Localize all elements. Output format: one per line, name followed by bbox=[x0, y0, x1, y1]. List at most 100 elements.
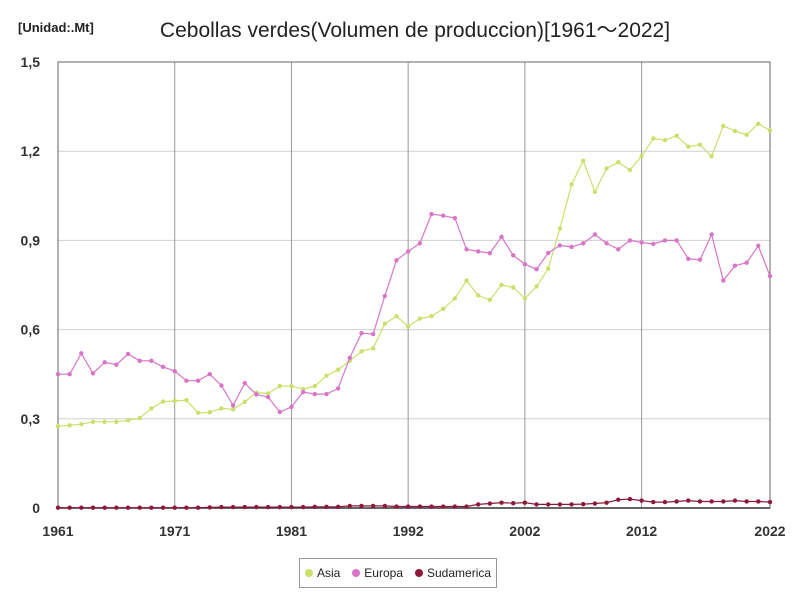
data-point-sudamerica bbox=[102, 505, 107, 510]
data-point-sudamerica bbox=[114, 505, 119, 510]
data-point-sudamerica bbox=[370, 503, 376, 509]
data-point-asia bbox=[242, 399, 247, 405]
data-point-sudamerica bbox=[709, 499, 714, 504]
data-point-europa bbox=[184, 378, 189, 383]
data-point-sudamerica bbox=[242, 504, 247, 510]
data-point-europa bbox=[522, 261, 528, 267]
legend-label-asia: Asia bbox=[316, 566, 341, 580]
data-point-europa bbox=[254, 392, 259, 397]
data-point-sudamerica bbox=[160, 505, 166, 510]
data-point-asia bbox=[417, 316, 423, 321]
data-point-asia bbox=[55, 424, 61, 429]
data-point-europa bbox=[382, 293, 388, 299]
data-point-sudamerica bbox=[417, 504, 423, 509]
data-point-sudamerica bbox=[697, 499, 703, 504]
y-tick-label: 0 bbox=[32, 500, 40, 516]
y-tick-label: 0,3 bbox=[21, 411, 41, 427]
data-point-sudamerica bbox=[300, 504, 306, 510]
legend-marker-europa bbox=[352, 569, 361, 577]
data-point-europa bbox=[511, 253, 516, 258]
data-point-asia bbox=[697, 142, 703, 147]
data-point-sudamerica bbox=[627, 496, 633, 502]
data-point-europa bbox=[662, 238, 668, 243]
data-point-asia bbox=[160, 399, 166, 404]
data-point-europa bbox=[370, 331, 376, 337]
data-point-asia bbox=[522, 296, 528, 301]
unit-label: [Unidad:.Mt] bbox=[18, 20, 94, 35]
data-point-asia bbox=[499, 282, 504, 288]
data-point-europa bbox=[744, 260, 749, 265]
data-point-asia bbox=[557, 226, 563, 231]
data-point-sudamerica bbox=[546, 502, 551, 507]
data-point-sudamerica bbox=[79, 505, 84, 510]
series-group bbox=[55, 121, 773, 510]
data-point-europa bbox=[732, 263, 738, 268]
data-point-europa bbox=[300, 389, 306, 395]
data-point-asia bbox=[756, 121, 761, 127]
data-point-asia bbox=[546, 266, 551, 271]
data-point-sudamerica bbox=[67, 505, 72, 510]
legend-item-sudamerica: Sudamerica bbox=[415, 566, 491, 580]
data-point-sudamerica bbox=[207, 505, 212, 510]
x-tick-label: 1992 bbox=[393, 523, 424, 539]
data-point-asia bbox=[149, 406, 154, 411]
data-point-asia bbox=[207, 410, 212, 415]
data-point-europa bbox=[114, 362, 119, 367]
data-point-europa bbox=[592, 232, 598, 237]
x-tick-label: 2012 bbox=[626, 523, 657, 539]
data-point-europa bbox=[405, 249, 411, 254]
data-point-sudamerica bbox=[581, 501, 586, 507]
data-point-asia bbox=[195, 410, 201, 416]
data-point-europa bbox=[440, 213, 446, 218]
data-point-europa bbox=[90, 371, 96, 376]
data-point-asia bbox=[405, 324, 411, 329]
data-point-asia bbox=[627, 167, 633, 173]
data-point-sudamerica bbox=[534, 502, 539, 507]
data-point-europa bbox=[102, 360, 107, 365]
legend-marker-sudamerica bbox=[415, 569, 423, 577]
series-sudamerica bbox=[55, 496, 773, 510]
data-point-sudamerica bbox=[511, 501, 516, 506]
series-line-europa bbox=[58, 213, 771, 413]
data-point-europa bbox=[242, 380, 247, 386]
data-point-asia bbox=[324, 373, 329, 378]
data-point-europa bbox=[475, 249, 481, 254]
series-line-asia bbox=[57, 123, 771, 427]
data-point-europa bbox=[721, 278, 726, 283]
data-point-asia bbox=[732, 128, 738, 134]
data-point-sudamerica bbox=[744, 499, 749, 504]
data-point-sudamerica bbox=[277, 504, 282, 510]
data-point-europa bbox=[359, 330, 364, 336]
data-point-asia bbox=[230, 407, 236, 412]
data-point-europa bbox=[651, 241, 656, 247]
data-point-asia bbox=[125, 418, 131, 423]
data-point-europa bbox=[289, 404, 294, 410]
data-point-asia bbox=[370, 346, 376, 351]
data-point-europa bbox=[265, 394, 271, 400]
data-point-europa bbox=[616, 247, 621, 252]
data-point-asia bbox=[289, 383, 294, 389]
data-point-asia bbox=[312, 383, 317, 389]
data-point-europa bbox=[604, 241, 609, 246]
data-point-asia bbox=[767, 128, 773, 133]
data-point-sudamerica bbox=[569, 502, 574, 507]
data-point-sudamerica bbox=[230, 504, 236, 510]
data-point-asia bbox=[452, 296, 458, 301]
data-point-europa bbox=[230, 403, 236, 408]
data-point-asia bbox=[79, 421, 84, 427]
data-point-asia bbox=[511, 285, 516, 290]
data-point-asia bbox=[487, 297, 493, 303]
data-point-sudamerica bbox=[767, 499, 773, 505]
data-point-asia bbox=[277, 383, 282, 389]
data-point-sudamerica bbox=[604, 500, 609, 505]
data-point-asia bbox=[721, 123, 726, 129]
x-tick-label: 1971 bbox=[159, 523, 190, 539]
data-point-asia bbox=[534, 284, 539, 289]
data-point-sudamerica bbox=[522, 500, 528, 505]
data-point-europa bbox=[534, 267, 539, 272]
data-point-sudamerica bbox=[639, 498, 644, 503]
data-point-sudamerica bbox=[662, 499, 668, 505]
data-point-sudamerica bbox=[335, 504, 341, 510]
series-europa bbox=[55, 212, 773, 415]
